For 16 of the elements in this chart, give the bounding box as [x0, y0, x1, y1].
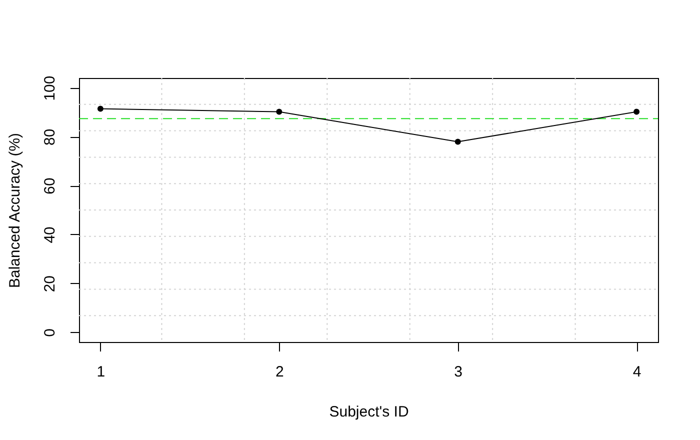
point — [97, 106, 104, 112]
y-tick-label: 80 — [42, 128, 58, 146]
point — [634, 108, 640, 115]
x-tick-label: 4 — [632, 364, 642, 380]
x-tick-label: 1 — [96, 364, 106, 380]
y-tick-label: 60 — [42, 178, 58, 194]
y-tick-label: 100 — [42, 76, 58, 101]
x-axis-title: Subject's ID — [329, 404, 409, 420]
x-tick-label: 2 — [275, 364, 284, 380]
y-tick-label: 0 — [42, 328, 58, 337]
x-tick-label: 3 — [454, 364, 463, 380]
point — [276, 108, 282, 115]
y-tick-label: 20 — [42, 275, 58, 292]
y-axis-title: Balanced Accuracy (%) — [6, 132, 24, 288]
point — [454, 138, 461, 145]
y-tick-label: 40 — [42, 226, 58, 244]
